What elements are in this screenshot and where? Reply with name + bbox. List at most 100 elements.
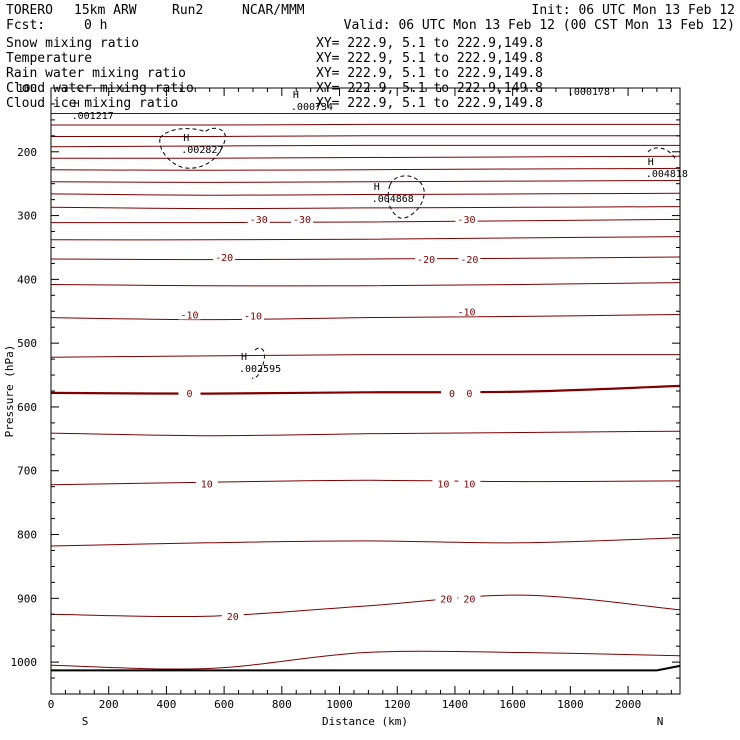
- organization: NCAR/MMM: [242, 3, 305, 18]
- x-tick-label: 1800: [557, 698, 584, 711]
- plot-area: H.001217H.000734H.002827H.004868H.002595…: [11, 82, 688, 711]
- maximum-value: .002595: [239, 364, 281, 375]
- contour-label: 20: [227, 612, 239, 623]
- legend-xy-snow: XY= 222.9, 5.1 to 222.9,149.8: [316, 36, 543, 51]
- maximum-value: .001217: [72, 111, 114, 122]
- y-tick-label: 700: [17, 465, 37, 478]
- isotherm-m20: [50, 256, 681, 261]
- legend-xy-cloud-ice: XY= 222.9, 5.1 to 222.9,149.8: [316, 96, 543, 111]
- x-tick-label: 800: [272, 698, 292, 711]
- maximum-marker: H: [374, 182, 380, 193]
- isotherm-10: [50, 479, 681, 486]
- maximum-marker: H: [648, 157, 654, 168]
- x-tick-label: 200: [99, 698, 119, 711]
- snow-contour-3: [251, 347, 265, 379]
- forecast-label: Fcst:: [6, 18, 45, 33]
- contour-label-bg: [241, 309, 264, 321]
- maximum-value: .000178: [568, 87, 610, 98]
- run-name: Run2: [172, 3, 203, 18]
- maximum-value: .004868: [372, 194, 414, 205]
- y-tick-label: 800: [17, 529, 37, 542]
- legend-label-temperature: Temperature: [6, 51, 92, 66]
- maxima-markers: H.001217H.000734H.002827H.004868H.002595…: [72, 87, 688, 375]
- plot-frame: [50, 87, 681, 695]
- x-tick-label: 0: [48, 698, 55, 711]
- contour-label-bg: [432, 477, 455, 489]
- contour-label-bg: [221, 610, 244, 622]
- contour-label: 0: [186, 389, 192, 400]
- maximum-value: .000734: [291, 102, 333, 113]
- contour-label: -10: [180, 310, 198, 321]
- isotherm-m55: [50, 155, 681, 159]
- north-end-label: N: [657, 715, 664, 728]
- y-tick-label: 400: [17, 273, 37, 286]
- contour-label: -20: [417, 255, 435, 266]
- contour-label: 20: [440, 594, 452, 605]
- contour-label: 0: [466, 389, 472, 400]
- isotherm-m45: [50, 180, 681, 183]
- y-axis-label: Pressure (hPa): [3, 345, 16, 438]
- isotherm-5: [50, 430, 681, 437]
- contour-label: -30: [293, 215, 311, 226]
- y-tick-label: 200: [17, 146, 37, 159]
- contour-label-bg: [458, 477, 481, 489]
- snow-contour-1: [159, 127, 226, 169]
- isotherm-m25: [50, 236, 681, 241]
- contour-label: 0: [449, 389, 455, 400]
- y-tick-label: 100: [17, 82, 37, 95]
- contour-label-bg: [213, 251, 236, 263]
- isotherm-m40: [50, 192, 681, 196]
- x-tick-label: 400: [156, 698, 176, 711]
- valid-time: Valid: 06 UTC Mon 13 Feb 12 (00 CST Mon …: [344, 18, 735, 33]
- isotherm-m70: [50, 123, 680, 126]
- resolution: 15km ARW: [74, 3, 137, 18]
- maximum-marker: H: [293, 90, 299, 101]
- contour-label-bg: [458, 386, 481, 398]
- contour-label: 10: [437, 479, 449, 490]
- isotherm-m10: [50, 314, 681, 321]
- snow-contour-2: [387, 175, 425, 219]
- isotherm-layer: [50, 112, 681, 670]
- contour-label: -20: [215, 253, 233, 264]
- x-tick-label: 1000: [326, 698, 353, 711]
- maximum-marker: H: [74, 99, 80, 110]
- contour-label-bg: [458, 592, 481, 604]
- contour-label-bg: [178, 308, 201, 320]
- x-tick-label: 600: [214, 698, 234, 711]
- y-tick-label: 500: [17, 337, 37, 350]
- isotherm-m35: [50, 206, 681, 210]
- init-time: Init: 06 UTC Mon 13 Feb 12: [532, 3, 736, 18]
- isotherm-m50: [50, 167, 681, 171]
- forecast-hour: 0 h: [84, 18, 107, 33]
- contour-label-bg: [178, 386, 201, 398]
- contour-label-bg: [455, 212, 478, 224]
- isotherm-m65: [50, 135, 680, 138]
- y-tick-label: 300: [17, 210, 37, 223]
- x-axis-ticks: 0 200 400 600 800 1000 1200 1400 1600 1800 2000: [48, 88, 672, 711]
- contour-label: -20: [460, 255, 478, 266]
- contour-label-bg: [291, 212, 314, 224]
- legend-label-cloud-ice: Cloud ice mixing ratio: [6, 96, 178, 111]
- contour-label: -10: [244, 312, 262, 323]
- ground-line: [51, 664, 681, 672]
- y-tick-label: 900: [17, 592, 37, 605]
- model-name: TORERO: [6, 3, 53, 18]
- x-axis-label: Distance (km): [322, 715, 408, 728]
- contour-label-bg: [435, 592, 458, 604]
- contour-label: 10: [201, 479, 213, 490]
- south-end-label: S: [82, 715, 89, 728]
- contour-label-bg: [455, 305, 478, 317]
- contour-label-bg: [415, 252, 438, 264]
- contour-label-bg: [441, 386, 464, 398]
- isotherm-m60: [50, 144, 680, 148]
- isotherm-15: [50, 537, 681, 547]
- y-tick-label: 600: [17, 401, 37, 414]
- isotherm-m30: [50, 218, 681, 224]
- snow-contour-4: [647, 147, 677, 161]
- maximum-marker: H: [241, 352, 247, 363]
- contour-label-bg: [247, 212, 270, 224]
- x-tick-label: 2000: [615, 698, 642, 711]
- x-tick-label: 1600: [499, 698, 526, 711]
